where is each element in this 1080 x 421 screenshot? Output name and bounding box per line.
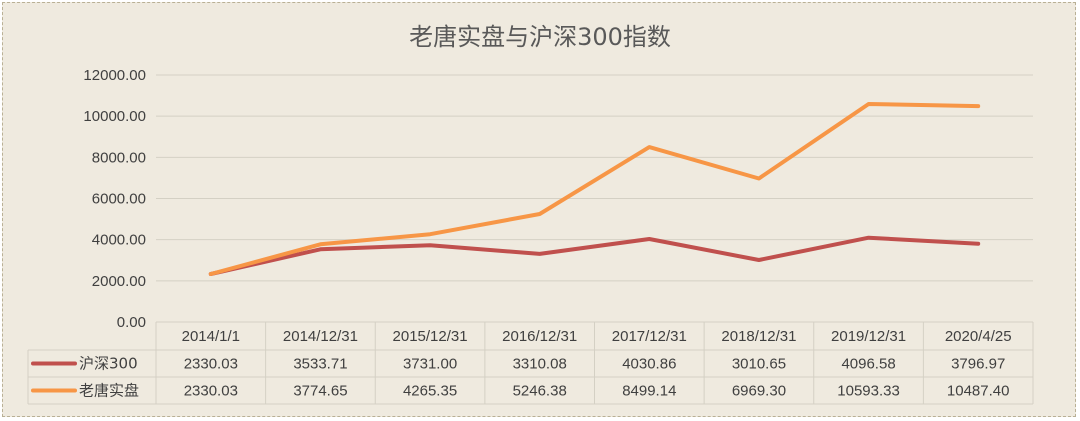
x-category-label: 2016/12/31: [502, 328, 577, 345]
series-point-0: [976, 242, 980, 246]
data-table-cell: 3310.08: [513, 356, 567, 373]
series-point-0: [318, 247, 322, 251]
series-point-0: [647, 237, 651, 241]
x-category-label: 2015/12/31: [393, 328, 468, 345]
series-point-1: [428, 232, 432, 236]
series-point-1: [318, 242, 322, 246]
y-tick-label: 8000.00: [92, 149, 146, 166]
data-table-cell: 4265.35: [403, 383, 457, 400]
y-tick-label: 0.00: [117, 314, 146, 331]
data-table-cell: 2330.03: [184, 383, 238, 400]
series-line-1: [208, 102, 981, 276]
legend-label-1: 老唐实盘: [79, 382, 139, 400]
data-table-cell: 6969.30: [732, 383, 786, 400]
series-point-1: [538, 212, 542, 216]
x-category-label: 2019/12/31: [831, 328, 906, 345]
series-line-0: [208, 235, 981, 276]
legend-label-0: 沪深300: [79, 355, 138, 373]
series-point-1: [647, 145, 651, 149]
y-tick-label: 12000.00: [83, 67, 146, 84]
chart-title: 老唐实盘与沪深300指数: [409, 23, 671, 51]
series-point-1: [976, 104, 980, 108]
series-point-0: [757, 258, 761, 262]
data-table-cell: 5246.38: [513, 383, 567, 400]
data-table-cell: 10593.33: [837, 383, 900, 400]
data-table-cell: 10487.40: [947, 383, 1010, 400]
y-tick-label: 10000.00: [83, 108, 146, 125]
data-table-cell: 3010.65: [732, 356, 786, 373]
x-category-label: 2014/12/31: [283, 328, 358, 345]
series-point-0: [428, 243, 432, 247]
series-point-0: [538, 252, 542, 256]
x-category-label: 2018/12/31: [721, 328, 796, 345]
series-point-1: [867, 102, 871, 106]
data-table-cell: 3796.97: [951, 356, 1005, 373]
data-table-cell: 8499.14: [622, 383, 676, 400]
y-tick-label: 2000.00: [92, 273, 146, 290]
data-table-cell: 2330.03: [184, 356, 238, 373]
data-table-cell: 3533.71: [293, 356, 347, 373]
x-category-label: 2020/4/25: [945, 328, 1012, 345]
y-tick-label: 4000.00: [92, 232, 146, 249]
series-point-1: [757, 177, 761, 181]
series-point-1: [209, 272, 213, 276]
data-table-cell: 4030.86: [622, 356, 676, 373]
data-table-cell: 3731.00: [403, 356, 457, 373]
x-category-label: 2017/12/31: [612, 328, 687, 345]
data-table-cell: 3774.65: [293, 383, 347, 400]
y-tick-label: 6000.00: [92, 191, 146, 208]
data-table-cell: 4096.58: [841, 356, 895, 373]
x-category-label: 2014/1/1: [182, 328, 240, 345]
series-point-0: [867, 236, 871, 240]
